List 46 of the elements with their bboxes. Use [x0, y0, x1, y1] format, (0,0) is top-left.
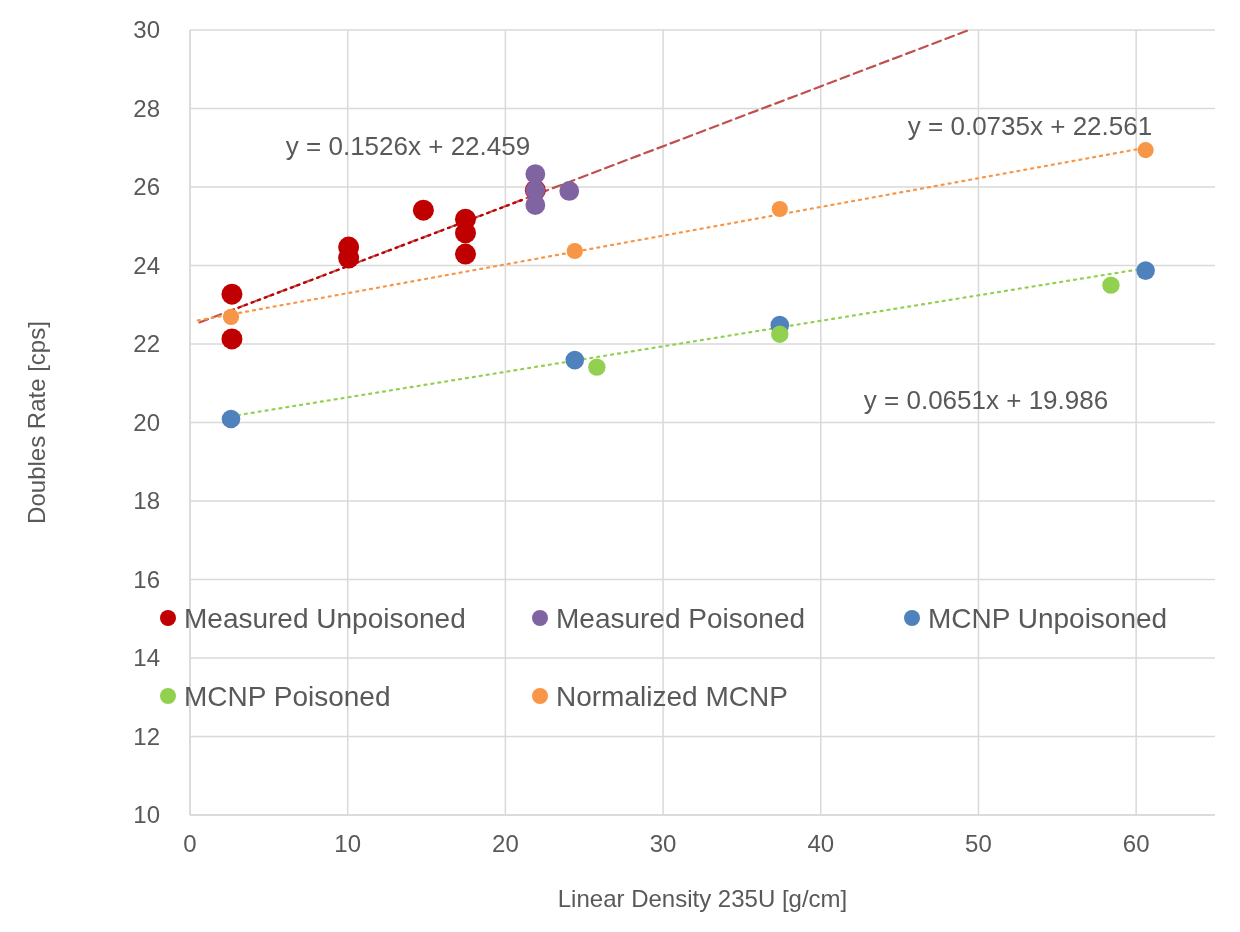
y-tick-label: 16: [133, 565, 160, 593]
point: [221, 283, 243, 305]
x-tick-label: 60: [1122, 830, 1150, 857]
y-tick-label: 24: [133, 251, 160, 279]
point: [222, 308, 240, 326]
point: [771, 325, 789, 343]
x-tick-label: 30: [649, 830, 677, 857]
annotation: y = 0.0651x + 19.986: [863, 385, 1109, 415]
annotation: y = 0.1526x + 22.459: [285, 131, 531, 161]
legend-label: Measured Poisoned: [556, 603, 806, 634]
legend-label: MCNP Poisoned: [184, 681, 391, 712]
x-tick-label: 20: [492, 830, 519, 857]
point: [1137, 142, 1154, 159]
point: [454, 243, 476, 265]
y-tick-label: 20: [133, 408, 160, 436]
point: [565, 350, 585, 370]
x-tick-label: 40: [807, 830, 835, 857]
point: [221, 409, 241, 429]
y-tick-label: 10: [133, 801, 160, 828]
y-tick-label: 12: [133, 722, 160, 750]
legend-label: Measured Unpoisoned: [184, 603, 466, 634]
point: [1136, 261, 1155, 280]
y-tick-label: 14: [133, 644, 160, 671]
point: [412, 199, 434, 221]
x-tick-label: 0: [183, 830, 197, 857]
x-tick-label: 50: [965, 830, 992, 857]
y-tick-label: 22: [133, 330, 160, 357]
point: [525, 195, 546, 215]
annotation: y = 0.0735x + 22.561: [907, 111, 1153, 141]
x-axis-title: Linear Density 235U [g/cm]: [557, 885, 848, 912]
point: [559, 181, 580, 201]
legend-label: Normalized MCNP: [556, 681, 788, 712]
legend-label: MCNP Unpoisoned: [928, 603, 1168, 634]
point: [454, 222, 476, 244]
x-tick-label: 10: [334, 830, 362, 857]
y-tick-label: 26: [133, 173, 160, 200]
point: [1102, 276, 1120, 294]
y-tick-label: 28: [133, 94, 160, 122]
point: [221, 328, 243, 350]
y-tick-label: 30: [133, 16, 160, 43]
point: [588, 358, 606, 376]
point: [566, 242, 583, 260]
point: [771, 200, 788, 218]
y-tick-label: 18: [133, 487, 160, 514]
y-axis-title: Doubles Rate [cps]: [23, 321, 50, 524]
point: [525, 164, 546, 184]
